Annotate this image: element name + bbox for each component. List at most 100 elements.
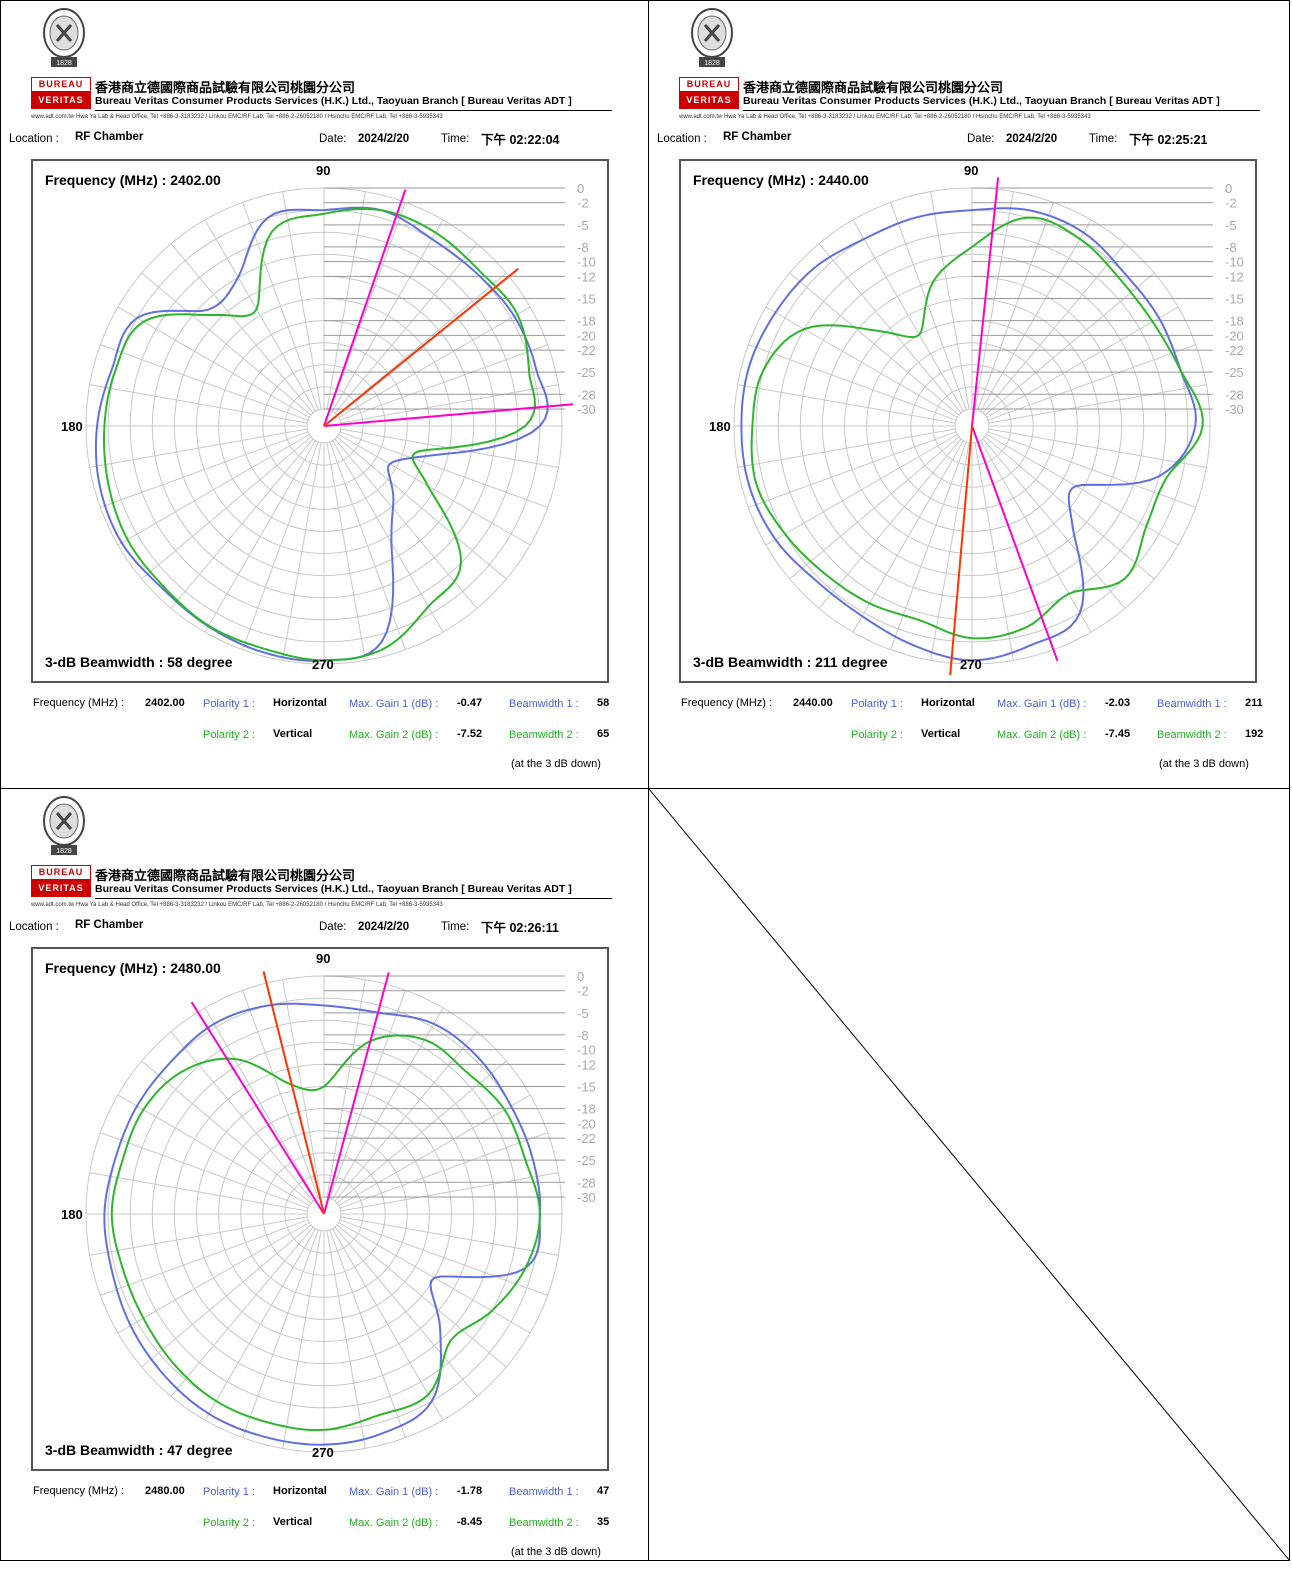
beamwidth1-label: Beamwidth 1 : <box>509 698 579 710</box>
beamwidth-marker-line <box>971 177 1000 427</box>
time-value: 下午 02:26:11 <box>481 921 559 935</box>
max-gain1-value: -0.47 <box>457 697 483 709</box>
grid-spoke <box>789 272 960 416</box>
measurement-note: (at the 3 dB down) <box>511 758 601 770</box>
grid-spoke <box>141 272 312 416</box>
radial-tick-label: -10 <box>577 255 596 270</box>
beamwidth-caption-unit: degree <box>187 1442 233 1458</box>
measurement-info-row: Location : RF Chamber Date: 2024/2/20 Ti… <box>9 917 599 937</box>
frequency-title-value: 2402.00 <box>170 172 221 188</box>
grid-spoke <box>336 436 507 580</box>
grid-spoke <box>986 306 1179 418</box>
angle-label: 270 <box>312 1445 334 1460</box>
max-gain1-label: Max. Gain 1 (dB) : <box>997 698 1087 710</box>
grid-spoke <box>789 436 960 580</box>
radial-tick-label: -5 <box>1225 218 1237 233</box>
beamwidth-caption: 3-dB Beamwidth : 58 degree <box>45 654 233 670</box>
logo-bottom-text: VERITAS <box>679 92 739 109</box>
logo-top-text: BUREAU <box>31 865 91 880</box>
polarity1-label: Polarity 1 : <box>851 698 903 710</box>
max-gain2-value: -7.45 <box>1105 728 1131 740</box>
logo-bottom-text: VERITAS <box>31 880 91 897</box>
company-name-english: Bureau Veritas Consumer Products Service… <box>743 95 1220 107</box>
bureau-veritas-seal-icon: 1828 <box>691 8 733 67</box>
series-line-vertical <box>102 208 537 662</box>
location-value: RF Chamber <box>75 919 144 931</box>
location-value: RF Chamber <box>75 131 144 143</box>
polarity1-label: Polarity 1 : <box>203 1486 255 1498</box>
radial-tick-label: -2 <box>1225 196 1237 211</box>
grid-spoke <box>334 243 478 414</box>
beamwidth1-label: Beamwidth 1 : <box>509 1486 579 1498</box>
grid-spoke <box>100 1132 309 1209</box>
logo-top-text: BUREAU <box>679 77 739 92</box>
radial-tick-label: -8 <box>577 240 589 255</box>
max-gain1-value: -1.78 <box>457 1485 483 1497</box>
radial-tick-label: -12 <box>577 269 596 284</box>
pattern-report-cell-2: 1828 BUREAU VERITAS 香港商立德國際商品試驗有限公司桃園分公司… <box>649 1 1289 781</box>
logo-top-text: BUREAU <box>31 77 91 92</box>
company-name-chinese: 香港商立德國際商品試驗有限公司桃園分公司 <box>743 80 1004 95</box>
grid-spoke <box>974 191 1014 410</box>
contact-line: www.adt.com.tw Hwa Ya Lab & Head Office,… <box>31 902 443 908</box>
measurement-info-row: Location : RF Chamber Date: 2024/2/20 Ti… <box>9 129 599 149</box>
grid-spoke <box>242 202 319 411</box>
radial-tick-label: -15 <box>577 1080 596 1095</box>
radial-tick-label: 0 <box>577 969 584 984</box>
grid-spoke <box>340 384 559 424</box>
grid-spoke <box>117 1222 310 1334</box>
letterhead: 1828 BUREAU VERITAS 香港商立德國際商品試驗有限公司桃園分公司… <box>31 795 631 908</box>
measurement-summary: Frequency (MHz) : 2440.00 Polarity 1 : H… <box>649 691 1289 781</box>
grid-spoke <box>170 1031 314 1202</box>
polarity2-value: Vertical <box>921 728 961 740</box>
grid-spoke <box>334 1226 478 1397</box>
grid-spoke <box>100 431 309 508</box>
radial-tick-label: -28 <box>577 1175 596 1190</box>
radial-tick-label: -28 <box>1225 387 1244 402</box>
frequency-title: Frequency (MHz) : 2480.00 <box>45 960 221 976</box>
polar-antenna-pattern-chart: 0-2 -5 -8-10-12 -15 -18-20-22 -25 -28-30 Freque… <box>693 163 1244 676</box>
grid-spoke <box>326 191 366 410</box>
grid-spoke <box>89 1216 308 1256</box>
grid-spoke <box>340 1216 559 1256</box>
grid-spoke <box>852 440 964 633</box>
radial-tick-label: -30 <box>577 402 596 417</box>
grid-spoke <box>930 191 970 410</box>
grid-spoke <box>336 1060 507 1204</box>
radial-tick-label: -22 <box>577 1131 596 1146</box>
grid-spoke <box>818 438 962 609</box>
grid-spoke <box>336 1224 507 1368</box>
radial-tick-label: -22 <box>577 343 596 358</box>
grid-spoke <box>332 440 444 633</box>
angle-label: 180 <box>61 419 83 434</box>
beamwidth-caption: 3-dB Beamwidth : 211 degree <box>693 654 888 670</box>
radial-tick-label: -8 <box>577 1028 589 1043</box>
beamwidth1-value: 47 <box>597 1485 610 1497</box>
radial-tick-label: -2 <box>577 984 589 999</box>
grid-spoke <box>204 1007 316 1200</box>
radial-tick-label: -30 <box>1225 402 1244 417</box>
summary-frequency-label: Frequency (MHz) : <box>33 1485 125 1497</box>
radial-tick-label: -28 <box>577 387 596 402</box>
bureau-veritas-logo: BUREAU VERITAS <box>679 77 739 109</box>
date-label: Date: <box>319 133 347 145</box>
polarity1-value: Horizontal <box>273 1485 327 1497</box>
grid-spoke <box>818 243 962 414</box>
beamwidth-caption-value: 211 <box>815 654 838 670</box>
polarity2-label: Polarity 2 : <box>203 1517 255 1529</box>
max-gain1-label: Max. Gain 1 (dB) : <box>349 1486 439 1498</box>
polar-plot-frame: 0 -2 -5 -8 -10 -12 -15 -18 -20 -22 -25 -28 -30 Freque… <box>31 159 609 683</box>
grid-spoke <box>765 434 958 546</box>
angle-label: 180 <box>61 1207 83 1222</box>
polarity2-label: Polarity 2 : <box>851 729 903 741</box>
radial-tick-label: -12 <box>577 1057 596 1072</box>
date-label: Date: <box>967 133 995 145</box>
location-label: Location : <box>9 133 59 145</box>
angle-label: 90 <box>316 163 330 178</box>
beamwidth-caption-label: 3-dB Beamwidth : <box>45 1442 163 1458</box>
frequency-title-label: Frequency (MHz) : <box>45 960 166 976</box>
grid-spoke <box>204 219 316 412</box>
date-value: 2024/2/20 <box>358 921 410 933</box>
grid-spoke <box>242 441 319 650</box>
grid-spoke <box>326 979 366 1198</box>
